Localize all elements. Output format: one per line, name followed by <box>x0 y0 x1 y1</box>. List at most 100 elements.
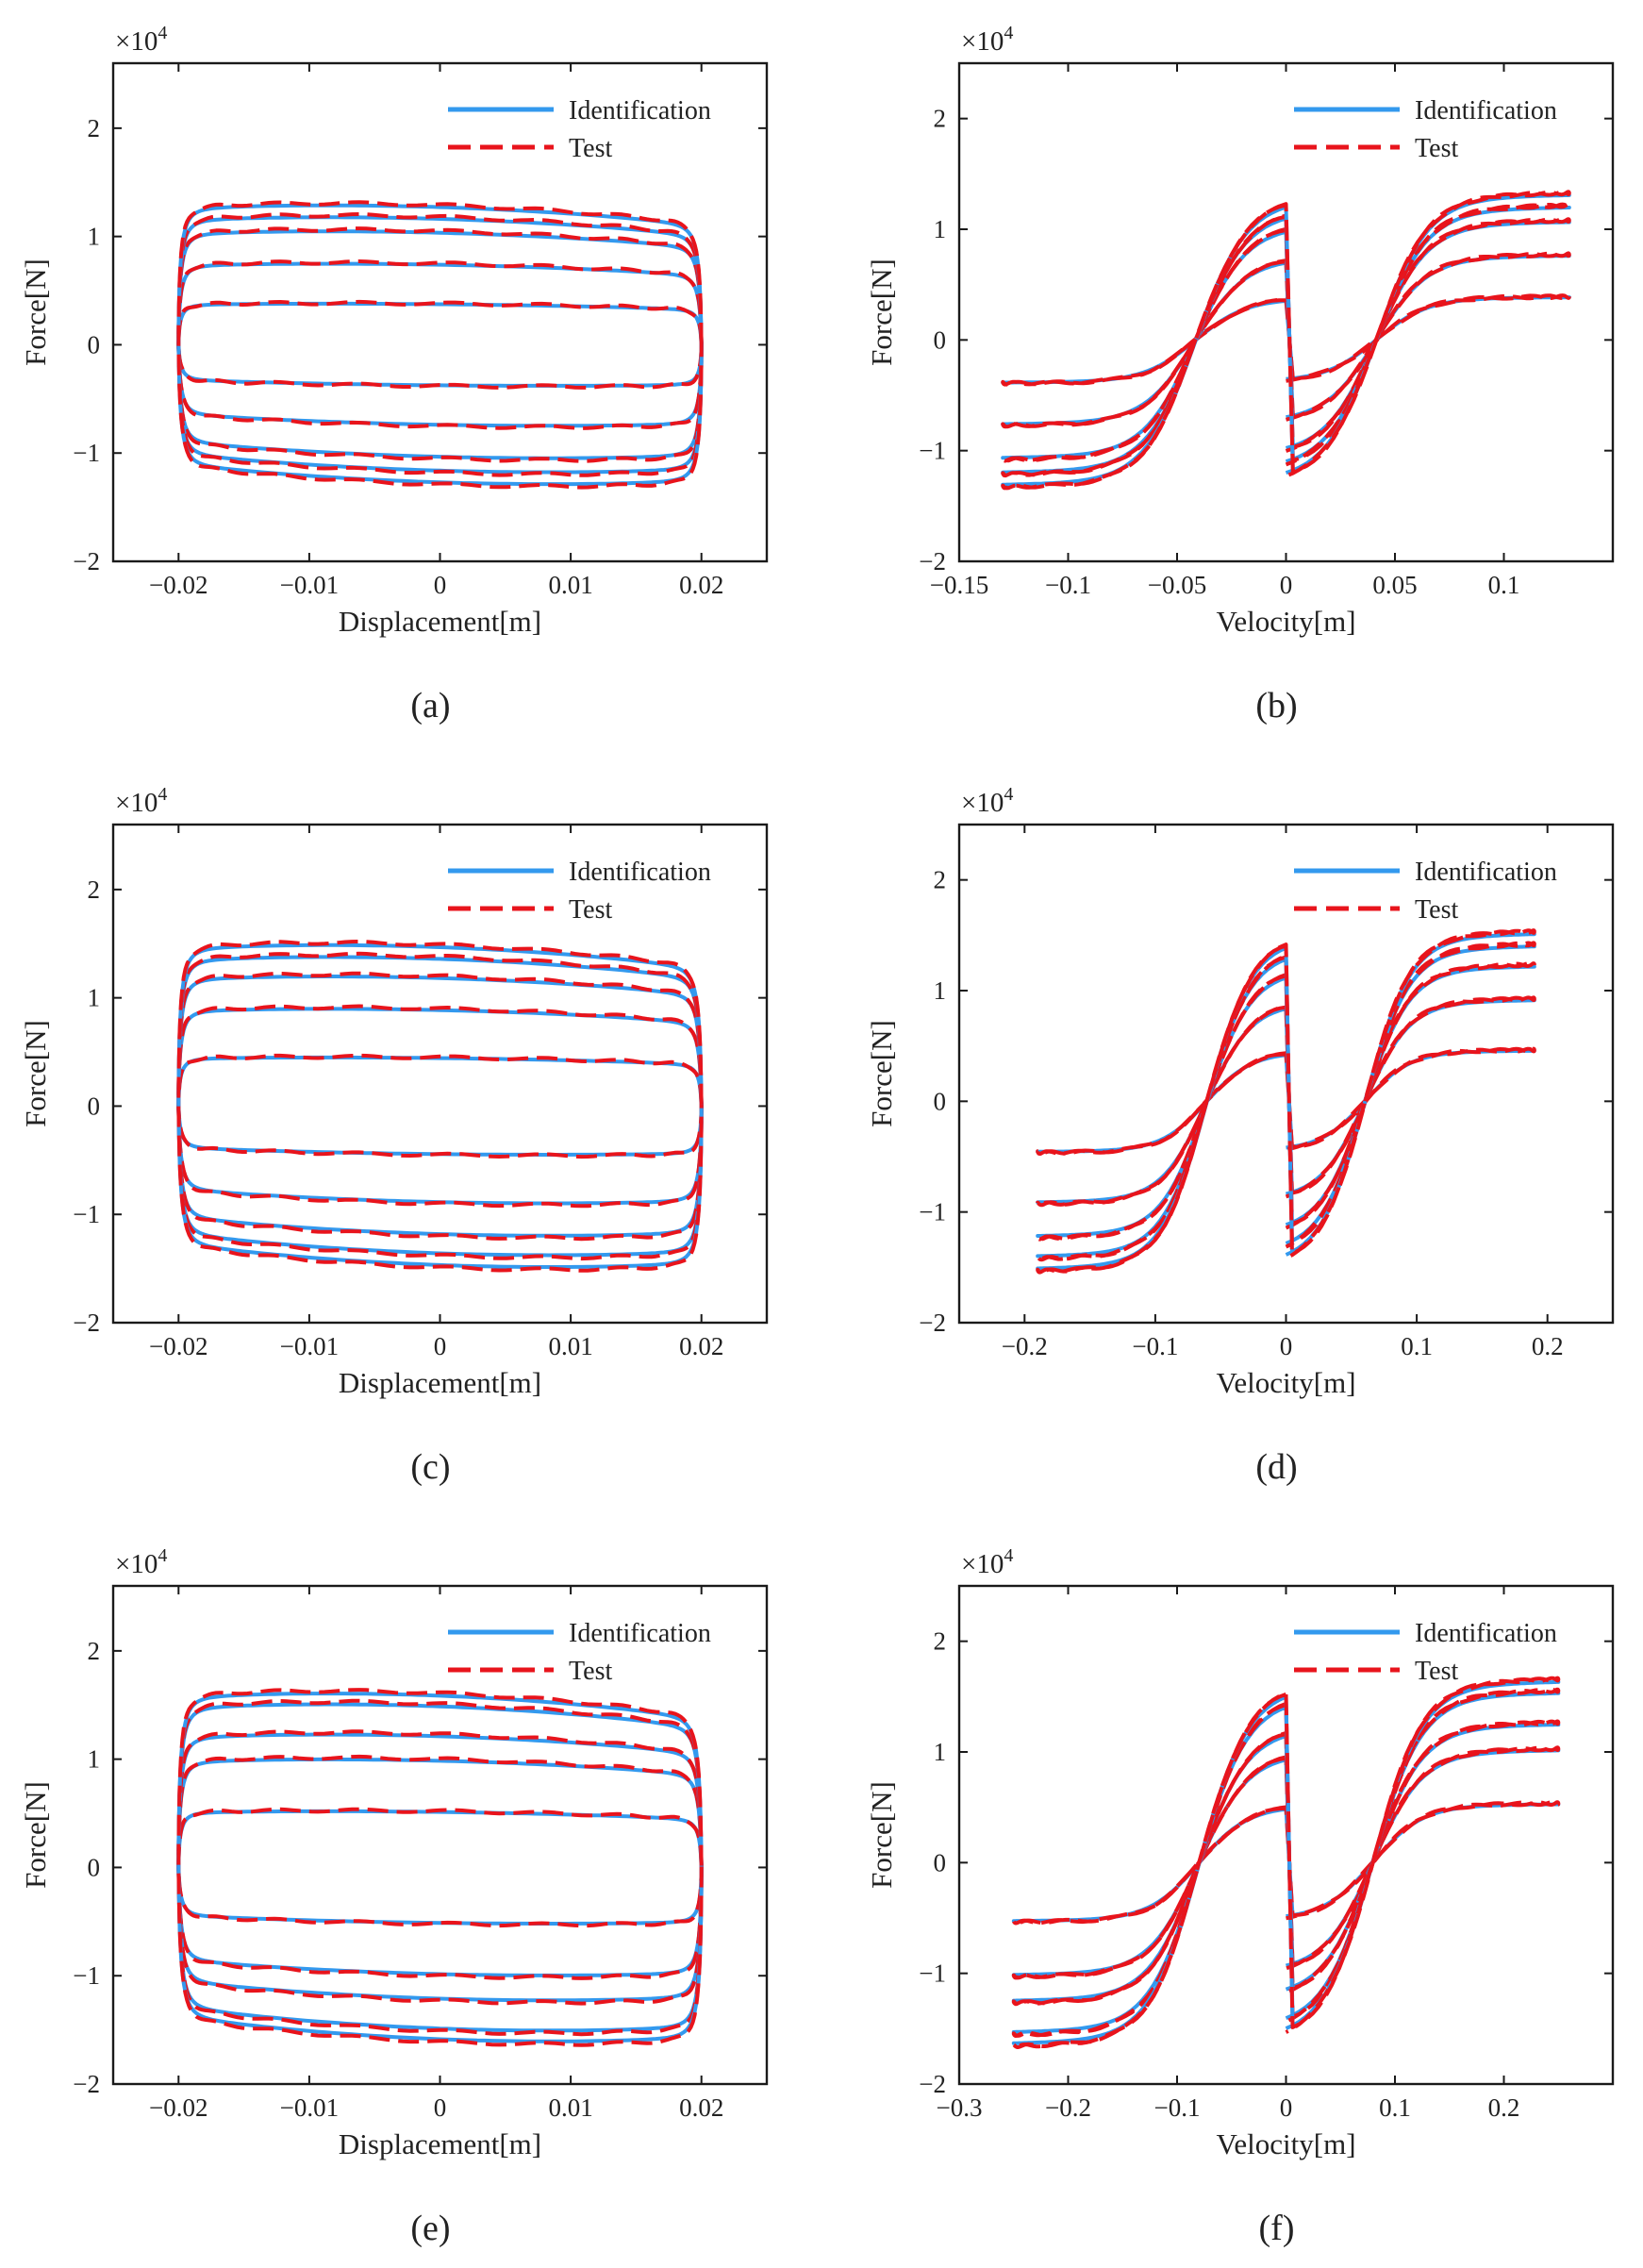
legend: Identification Test <box>1294 1619 1557 1686</box>
legend-test-label: Test <box>569 1657 612 1686</box>
test-curve <box>176 299 704 390</box>
x-axis-label: Velocity[m] <box>1216 605 1355 638</box>
test-curve <box>176 1754 704 1980</box>
y-tick-label: 1 <box>88 223 101 251</box>
y-axis-label: Force[N] <box>865 1020 898 1127</box>
legend-test-label: Test <box>1415 895 1458 925</box>
y-tick-label: −1 <box>919 1198 946 1226</box>
y-tick-label: 2 <box>934 1627 947 1656</box>
x-tick-label: 0.1 <box>1401 1332 1433 1360</box>
test-curve <box>176 1004 704 1209</box>
legend: Identification Test <box>448 96 711 163</box>
y-tick-label: −1 <box>73 1961 100 1990</box>
y-tick-label: 1 <box>88 1745 101 1774</box>
series-group <box>1011 1676 1561 2049</box>
y-tick-label: 0 <box>934 325 947 354</box>
multiplier-exponent: 4 <box>158 1545 167 1566</box>
series-group <box>176 200 704 490</box>
x-tick-label: 0.2 <box>1488 2093 1520 2122</box>
x-tick-label: 0.02 <box>679 1332 723 1360</box>
y-tick-label: 2 <box>88 114 101 142</box>
y-tick-label: 2 <box>934 105 947 133</box>
x-tick-label: −0.15 <box>930 571 988 599</box>
legend-identification-label: Identification <box>1415 96 1557 125</box>
legend-identification-label: Identification <box>569 1619 711 1648</box>
x-tick-label: −0.1 <box>1154 2093 1201 2122</box>
y-tick-label: −2 <box>73 2070 100 2098</box>
identification-curve <box>176 203 704 487</box>
subplot-d: −0.2 −0.1 0 0.1 0.2 −2 −1 0 1 2 ×104 Velocity[m] For… <box>865 784 1615 1487</box>
x-tick-label: −0.2 <box>1002 1332 1048 1360</box>
test-curve <box>176 200 704 490</box>
x-tick-label: 0.2 <box>1532 1332 1564 1360</box>
series-group <box>176 940 704 1273</box>
y-axis-label: Force[N] <box>19 1020 52 1127</box>
x-tick-label: 0 <box>1280 2093 1293 2122</box>
y-tick-label: 2 <box>88 1637 101 1665</box>
series-group <box>1001 190 1571 491</box>
identification-curve <box>176 1757 704 1977</box>
x-tick-label: −0.1 <box>1045 571 1091 599</box>
axes-box <box>111 61 769 563</box>
legend-identification-label: Identification <box>569 858 711 887</box>
multiplier-exponent: 4 <box>1004 23 1013 43</box>
test-curve <box>176 940 704 1273</box>
identification-curve <box>176 1055 704 1157</box>
y-tick-label: −2 <box>919 2070 946 2098</box>
x-tick-label: 0 <box>434 571 447 599</box>
legend-identification-label: Identification <box>569 96 711 125</box>
test-curve <box>176 212 704 477</box>
test-curve <box>176 951 704 1261</box>
y-tick-label: 0 <box>88 1853 101 1881</box>
identification-curve <box>1011 1802 1561 1924</box>
y-tick-label: −2 <box>919 1309 946 1337</box>
y-tick-label: 1 <box>934 976 947 1005</box>
subplot-f: −0.3 −0.2 −0.1 0 0.1 0.2 −2 −1 0 1 2 ×104 Velocity[m… <box>865 1545 1615 2248</box>
subplot-caption: (f) <box>1259 2209 1295 2248</box>
test-curve <box>1036 928 1536 1275</box>
x-tick-label: −0.02 <box>149 1332 207 1360</box>
subplot-caption: (e) <box>410 2209 450 2248</box>
x-tick-label: 0.1 <box>1379 2093 1411 2122</box>
subplot-e: −0.02 −0.01 0 0.01 0.02 −2 −1 0 1 2 ×104 Displaceme… <box>19 1545 769 2248</box>
identification-curve <box>176 261 704 428</box>
y-tick-label: 0 <box>934 1848 947 1876</box>
y-axis-label: Force[N] <box>865 258 898 366</box>
x-tick-label: 0.01 <box>548 571 592 599</box>
multiplier-base: ×10 <box>115 26 158 57</box>
y-tick-label: 0 <box>88 1092 101 1120</box>
y-axis-label: Force[N] <box>865 1781 898 1889</box>
test-curve <box>176 1807 704 1928</box>
x-tick-label: 0.02 <box>679 2093 723 2122</box>
legend-test-label: Test <box>569 895 612 925</box>
multiplier-exponent: 4 <box>1004 1545 1013 1566</box>
identification-curve <box>176 301 704 388</box>
subplot-caption: (b) <box>1255 686 1297 725</box>
legend-identification-label: Identification <box>1415 858 1557 887</box>
x-axis-label: Velocity[m] <box>1216 2127 1355 2160</box>
series-group <box>1036 928 1536 1275</box>
x-tick-label: −0.3 <box>937 2093 983 2122</box>
x-tick-label: 0 <box>434 2093 447 2122</box>
x-tick-label: 0 <box>1280 571 1293 599</box>
y-axis-multiplier: ×104 <box>961 1545 1013 1579</box>
test-curve <box>1011 1676 1561 2049</box>
test-curve <box>176 1698 704 2037</box>
legend-test-label: Test <box>1415 134 1458 163</box>
x-axis-label: Velocity[m] <box>1216 1366 1355 1399</box>
y-tick-label: −2 <box>73 1309 100 1337</box>
x-axis-label: Displacement[m] <box>339 605 541 638</box>
x-tick-label: 0 <box>1280 1332 1293 1360</box>
x-axis-label: Displacement[m] <box>339 2127 541 2160</box>
test-curve <box>1036 941 1536 1262</box>
y-axis-label: Force[N] <box>19 258 52 366</box>
legend-test-label: Test <box>1415 1657 1458 1686</box>
x-tick-label: −0.1 <box>1132 1332 1178 1360</box>
y-tick-label: 1 <box>934 215 947 243</box>
multiplier-exponent: 4 <box>158 784 167 805</box>
identification-curve <box>176 1007 704 1206</box>
x-tick-label: 0.01 <box>548 1332 592 1360</box>
x-tick-label: −0.02 <box>149 571 207 599</box>
multiplier-base: ×10 <box>961 1549 1004 1579</box>
